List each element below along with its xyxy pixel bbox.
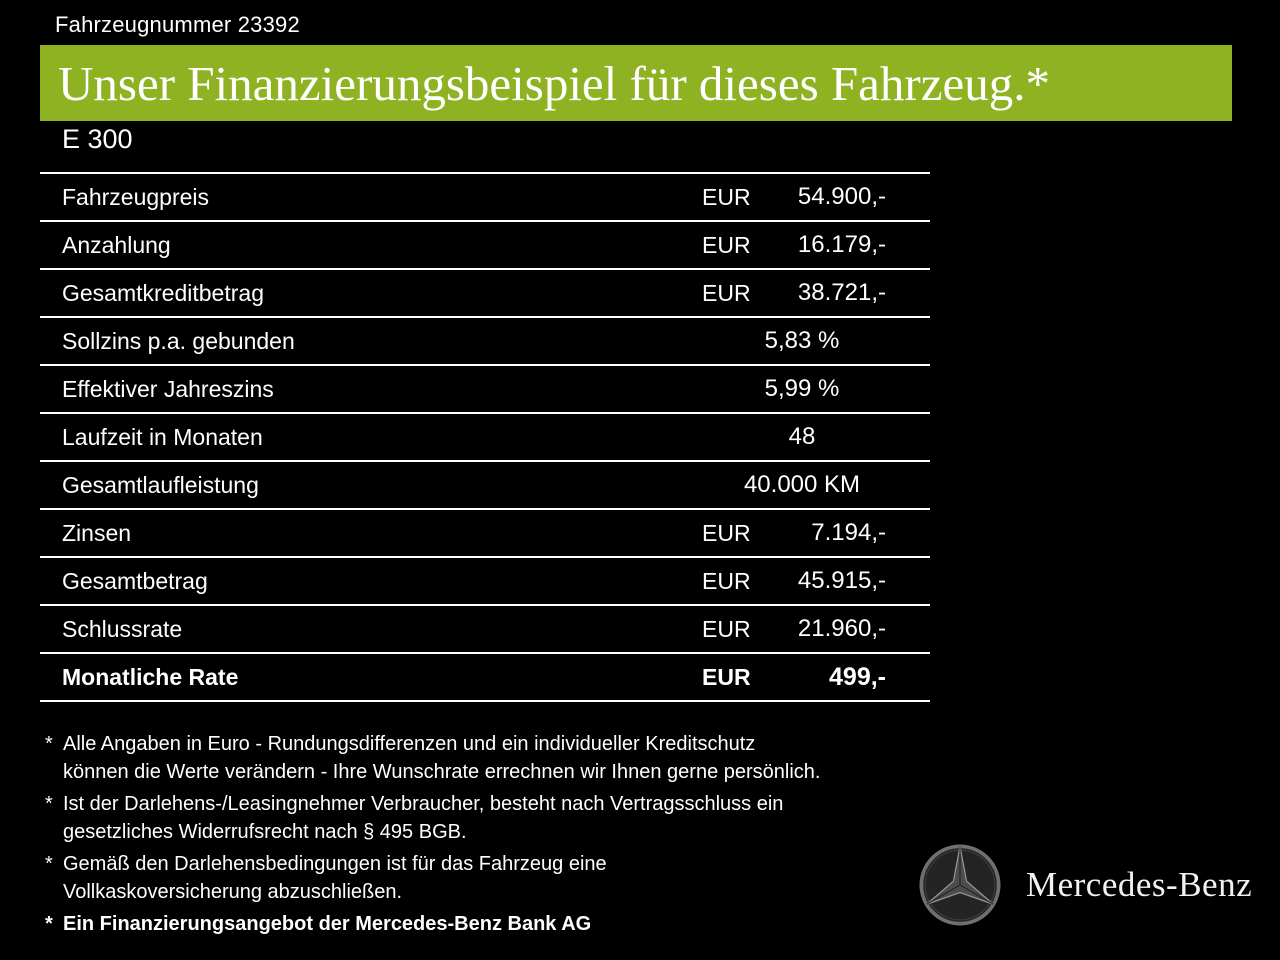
footnote-line: Ist der Darlehens-/Leasingnehmer Verbrau… [63,793,784,815]
footnotes: * Alle Angaben in Euro - Rundungsdiffere… [45,730,820,942]
row-values: EUR 7.194,- [702,519,930,547]
banner-title: Unser Finanzierungsbeispiel für dieses F… [58,55,1050,111]
footnote-line: können die Werte verändern - Ihre Wunsch… [63,761,821,783]
row-label: Monatliche Rate [62,663,239,690]
brand-block: Mercedes-Benz [918,843,1252,927]
table-row: Anzahlung EUR 16.179,- [40,220,930,268]
currency-label: EUR [702,231,751,258]
vehicle-number: Fahrzeugnummer 23392 [55,12,300,37]
row-values: EUR 16.179,- [702,231,930,259]
row-value: 45.915,- [797,567,886,594]
row-value: 7.194,- [811,519,886,546]
footnote: * Gemäß den Darlehensbedingungen ist für… [45,850,820,906]
mercedes-star-logo [919,844,1001,926]
row-value: 21.960,- [797,615,886,642]
row-values: 5,83 % [702,327,930,355]
currency-label: EUR [702,615,751,642]
footnote-line: Alle Angaben in Euro - Rundungsdifferenz… [63,733,756,755]
currency-label: EUR [702,183,751,210]
row-label: Fahrzeugpreis [62,183,210,210]
table-row: Gesamtlaufleistung 40.000 KM [40,460,930,508]
footnote-bank-offer: * Ein Finanzierungsangebot der Mercedes-… [45,910,820,938]
footnote-marker: * [45,793,53,815]
row-value: 38.721,- [797,279,886,306]
row-label: Schlussrate [62,615,183,642]
row-value: 40.000 KM [743,471,861,498]
brand-wordmark: Mercedes-Benz [1026,865,1253,904]
table-row: Gesamtbetrag EUR 45.915,- [40,556,930,604]
table-row: Gesamtkreditbetrag EUR 38.721,- [40,268,930,316]
footnote: * Alle Angaben in Euro - Rundungsdiffere… [45,730,820,786]
footnote-marker: * [45,853,53,875]
table-row: Effektiver Jahreszins 5,99 % [40,364,930,412]
row-value: 16.179,- [797,231,886,258]
table-row-monthly-rate: Monatliche Rate EUR 499,- [40,652,930,700]
currency-label: EUR [702,519,751,546]
row-values: EUR 38.721,- [702,279,930,307]
footnote: * Ist der Darlehens-/Leasingnehmer Verbr… [45,790,820,846]
footnote-text: Alle Angaben in Euro - Rundungsdifferenz… [63,730,820,786]
row-label: Effektiver Jahreszins [62,375,274,402]
currency-label: EUR [702,279,751,306]
row-label: Zinsen [62,519,132,546]
row-value: 54.900,- [797,183,886,210]
footnote-text: Gemäß den Darlehensbedingungen ist für d… [63,850,607,906]
row-values: 5,99 % [702,375,930,403]
row-value: 48 [788,423,816,450]
row-values: 48 [702,423,930,451]
row-value: 5,83 % [764,327,840,354]
row-values: 40.000 KM [702,471,930,499]
table-row: Sollzins p.a. gebunden 5,83 % [40,316,930,364]
row-values: EUR 499,- [702,663,930,692]
footnote-marker: * [45,733,53,755]
table-row: Laufzeit in Monaten 48 [40,412,930,460]
footnote-text: Ein Finanzierungsangebot der Mercedes-Be… [63,910,591,938]
row-values: EUR 54.900,- [702,183,930,211]
footnote-line: Gemäß den Darlehensbedingungen ist für d… [63,853,607,875]
financing-table: Fahrzeugpreis EUR 54.900,- Anzahlung EUR… [40,172,930,702]
footnote-line: Vollkaskoversicherung abzuschließen. [63,881,403,903]
row-values: EUR 45.915,- [702,567,930,595]
footnote-line: Ein Finanzierungsangebot der Mercedes-Be… [63,913,592,935]
row-label: Gesamtkreditbetrag [62,279,264,306]
table-row: Schlussrate EUR 21.960,- [40,604,930,652]
footnote-marker: * [45,913,53,935]
row-value: 5,99 % [764,375,840,402]
banner: Unser Finanzierungsbeispiel für dieses F… [40,45,1232,121]
row-label: Anzahlung [62,231,171,258]
row-value: 499,- [829,662,886,691]
row-label: Gesamtlaufleistung [62,471,259,498]
model-name: E 300 [62,124,133,154]
table-row: Zinsen EUR 7.194,- [40,508,930,556]
table-row: Fahrzeugpreis EUR 54.900,- [40,172,930,220]
row-label: Sollzins p.a. gebunden [62,327,295,354]
currency-label: EUR [702,663,751,690]
footnote-line: gesetzliches Widerrufsrecht nach § 495 B… [63,821,467,843]
row-label: Laufzeit in Monaten [62,423,263,450]
row-values: EUR 21.960,- [702,615,930,643]
row-label: Gesamtbetrag [62,567,208,594]
footnote-text: Ist der Darlehens-/Leasingnehmer Verbrau… [63,790,783,846]
currency-label: EUR [702,567,751,594]
